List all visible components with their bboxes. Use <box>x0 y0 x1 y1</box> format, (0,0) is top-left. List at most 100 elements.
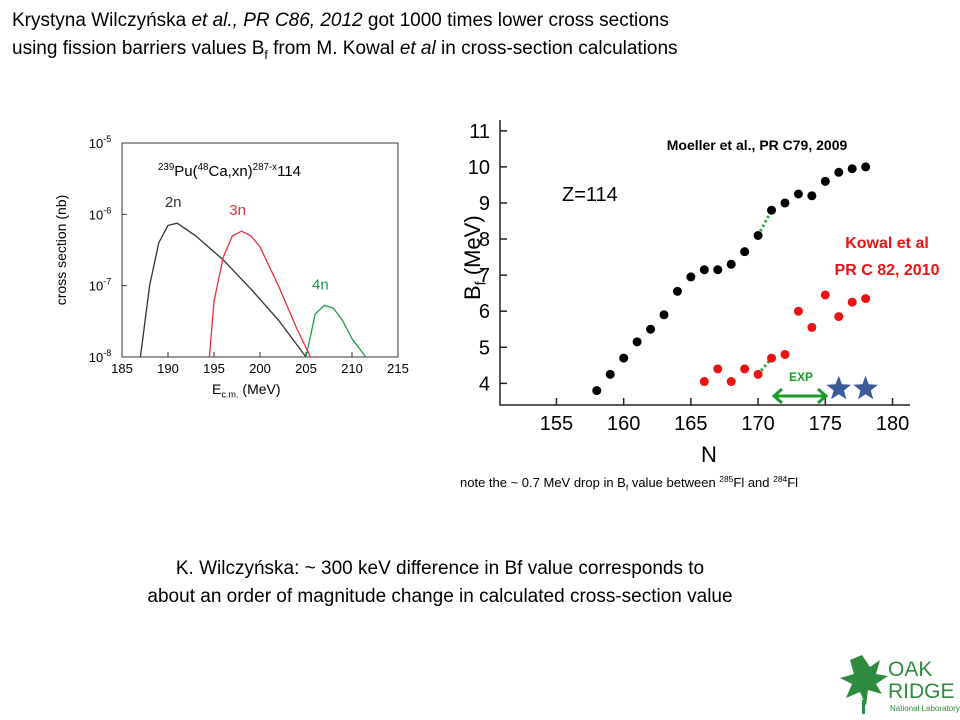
text-part: Pu( <box>174 163 197 180</box>
point <box>726 377 736 387</box>
point <box>861 294 871 304</box>
logo-word: OAK <box>888 658 932 681</box>
x-tick-label: 215 <box>387 361 409 376</box>
x-tick-label: 160 <box>607 413 640 435</box>
text-part: in cross-section calculations <box>436 38 678 59</box>
text-part: Fl and <box>733 475 773 490</box>
curve <box>305 304 367 358</box>
text-part: Ca,xn) <box>208 163 252 180</box>
point <box>713 265 723 275</box>
point <box>780 349 790 359</box>
text-part: f <box>474 281 490 285</box>
tick-exponent: -5 <box>103 134 111 144</box>
stem <box>862 700 865 714</box>
axes <box>499 120 910 406</box>
exp-arrow <box>771 387 829 405</box>
series-label: Kowal et al <box>845 235 929 252</box>
y-tick-label: 10-7 <box>89 277 111 294</box>
point <box>713 364 723 374</box>
y-tick-label: 6 <box>479 301 490 323</box>
tick-base: 10 <box>89 207 103 222</box>
point <box>807 322 817 332</box>
logo-subtitle: National Laboratory <box>890 704 960 713</box>
tick-exponent: -6 <box>103 205 111 215</box>
y-tick-label: 10-8 <box>89 348 111 365</box>
text-part: E <box>212 381 221 397</box>
y-tick-label: 10-6 <box>89 205 111 222</box>
text-part: et al <box>400 38 437 59</box>
text-part: Krystyna Wilczyńska <box>12 10 191 31</box>
tick-base: 10 <box>89 350 103 365</box>
point <box>699 377 709 387</box>
text-part: from M. Kowal <box>268 38 400 59</box>
point <box>767 205 777 215</box>
point <box>740 364 750 374</box>
point <box>834 312 844 322</box>
text-part: 239 <box>158 162 174 173</box>
x-tick-label: 200 <box>249 361 271 376</box>
series-label: Moeller et al., PR C79, 2009 <box>667 137 848 153</box>
x-tick-label: 170 <box>741 413 774 435</box>
point <box>632 337 642 347</box>
footer-line: K. Wilczyńska: ~ 300 keV difference in B… <box>176 558 704 579</box>
logo-leaf <box>840 655 888 714</box>
y-tick-label: 8 <box>479 229 490 251</box>
x-tick-label: 210 <box>341 361 363 376</box>
text-part: f <box>264 48 268 62</box>
y-tick-label: 5 <box>479 337 490 359</box>
point <box>834 167 844 177</box>
text-part: B <box>460 285 485 300</box>
series-reference: PR C 82, 2010 <box>835 262 940 279</box>
rich-text: using fission barriers values Bf from M.… <box>12 38 678 62</box>
text-part: (MeV) <box>460 215 485 281</box>
point <box>861 162 871 172</box>
point <box>619 353 629 363</box>
point <box>820 290 830 300</box>
rich-text: note the ~ 0.7 MeV drop in Bf value betw… <box>460 474 798 492</box>
point <box>699 265 709 275</box>
text-part: note the ~ 0.7 MeV drop in B <box>460 475 626 490</box>
y-tick-label: 4 <box>479 373 490 395</box>
footer-line: about an order of magnitude change in ca… <box>147 586 732 607</box>
point <box>659 310 669 320</box>
point <box>686 272 696 282</box>
curve <box>208 230 312 358</box>
y-tick-label: 7 <box>479 265 490 287</box>
x-tick-label: 185 <box>111 361 133 376</box>
text-part: value between <box>628 475 719 490</box>
star-point <box>853 375 878 400</box>
tick-exponent: -8 <box>103 348 111 358</box>
point <box>646 324 656 334</box>
star-point <box>826 375 852 400</box>
drop-connector <box>756 357 773 376</box>
x-axis-label: N <box>701 442 717 467</box>
x-tick-label: 175 <box>809 413 842 435</box>
y-axis-label: cross section (nb) <box>53 195 69 305</box>
text-part: using fission barriers values B <box>12 38 264 59</box>
y-tick-label: 10-5 <box>89 134 111 151</box>
point <box>672 286 682 296</box>
series-label: 2n <box>165 194 182 211</box>
series-label: 3n <box>229 202 246 219</box>
point <box>767 353 777 363</box>
series-label: 4n <box>312 276 329 293</box>
tick-base: 10 <box>89 279 103 294</box>
logo-word: RIDGE <box>888 680 955 703</box>
text-part: 48 <box>198 162 209 173</box>
y-tick-label: 9 <box>479 193 490 215</box>
tick-exponent: -7 <box>103 277 111 287</box>
point <box>740 247 750 257</box>
point <box>753 230 763 240</box>
curve <box>139 222 307 358</box>
rich-text: 239Pu(48Ca,xn)287-x114 <box>158 162 301 180</box>
point <box>592 386 602 396</box>
tick-base: 10 <box>89 136 103 151</box>
text-part: c.m. <box>221 390 238 400</box>
point <box>847 297 857 307</box>
text-part: et al., PR C86, 2012 <box>191 10 363 31</box>
text-part: got 1000 times lower cross sections <box>363 10 669 31</box>
annotation: Z=114 <box>562 184 618 206</box>
series-label: EXP <box>789 370 813 384</box>
